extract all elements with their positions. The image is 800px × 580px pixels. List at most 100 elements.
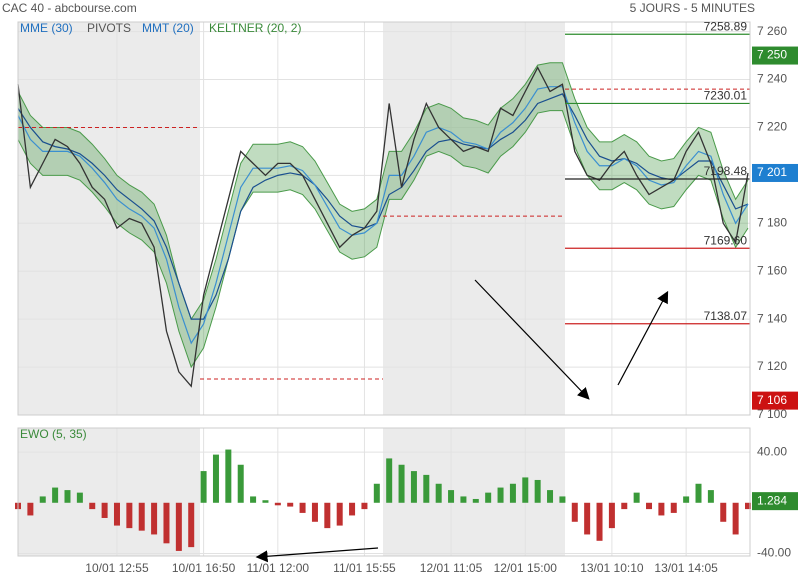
ewo-bar: [27, 502, 34, 516]
y-tick-label: -40.00: [757, 546, 791, 560]
y-tick-label: 7 240: [757, 72, 787, 86]
ewo-bar: [670, 502, 677, 513]
pivot-label: 7198.48: [704, 164, 748, 178]
session-shade: [18, 22, 200, 415]
legend-pivots: PIVOTS: [87, 21, 131, 35]
price-badge-label: 7 106: [757, 393, 787, 407]
ewo-bar: [683, 496, 690, 503]
ewo-bar: [485, 492, 492, 503]
ewo-bar: [608, 502, 615, 529]
y-tick-label: 7 140: [757, 311, 787, 325]
y-tick-label: 7 220: [757, 120, 787, 134]
ewo-bar: [324, 502, 331, 529]
ewo-bar: [101, 502, 108, 518]
y-tick-label: 40.00: [757, 444, 787, 458]
ewo-badge-label: 1.284: [757, 493, 787, 507]
ewo-badge: [752, 492, 798, 511]
ewo-bar: [200, 471, 207, 503]
ewo-bar: [472, 498, 479, 503]
session-shade: [18, 428, 200, 556]
y-tick-label: 7 260: [757, 24, 787, 38]
ewo-bar: [212, 454, 219, 503]
ewo-bar: [695, 483, 702, 503]
ewo-bar: [39, 496, 46, 503]
plot: [15, 22, 751, 556]
ewo-bar: [163, 502, 170, 544]
ewo-bar: [596, 502, 603, 541]
ewo-bar: [250, 496, 257, 503]
background: [18, 22, 565, 556]
ewo-bar: [311, 502, 318, 522]
ewo-panel-frame: [17, 427, 751, 557]
keltner-upper: [17, 62, 749, 321]
ewo-bar: [646, 502, 653, 510]
ewo-bar: [435, 483, 442, 503]
ewo-title: EWO (5, 35): [20, 427, 87, 441]
keltner-band: [18, 62, 748, 368]
ewo-bar: [547, 490, 554, 503]
x-tick-label: 11/01 12:00: [247, 561, 310, 575]
ewo-bar: [745, 502, 751, 510]
ewo-bar: [188, 502, 195, 548]
x-tick-label: 10/01 16:50: [172, 561, 236, 575]
ewo-bar: [509, 483, 516, 503]
legend-keltner: KELTNER (20, 2): [209, 21, 301, 35]
price-panel-frame: [17, 21, 751, 416]
y-tick-label: 7 100: [757, 407, 787, 421]
ewo-bar: [398, 464, 405, 503]
ewo-bar: [621, 502, 628, 510]
x-tick-label: 12/01 11:05: [420, 561, 483, 575]
ewo-bar: [534, 479, 541, 503]
ewo-bar: [274, 502, 281, 506]
price-badge: [752, 163, 798, 182]
annotation-arrow: [474, 279, 590, 400]
ewo-bar: [151, 502, 158, 535]
ewo-bar: [287, 502, 294, 507]
pivot-label: 7258.89: [704, 19, 748, 33]
ewo-bar: [225, 449, 232, 503]
price-badge: [752, 46, 798, 65]
overlay: 10/01 12:55 10/01 16:50 11/01 12:00 11/01 1…: [85, 19, 798, 575]
ewo-bar: [373, 483, 380, 503]
ewo-bar: [113, 502, 120, 526]
legend-mmt: MMT (20): [142, 21, 194, 35]
ewo-bar: [52, 487, 59, 503]
pivot-label: 7169.60: [704, 233, 748, 247]
ewo-bar: [423, 474, 430, 503]
legend-mme: MME (30): [20, 21, 73, 35]
annotation-arrow: [255, 547, 379, 563]
ewo-bar: [460, 496, 467, 503]
x-tick-label: 11/01 15:55: [333, 561, 396, 575]
ewo-bar: [633, 492, 640, 503]
pivot-label: 7138.07: [704, 309, 748, 323]
x-tick-label: 13/01 10:10: [580, 561, 644, 575]
ewo-bar: [386, 458, 393, 503]
pivot-label: 7230.01: [704, 89, 748, 103]
ewo-bar: [76, 492, 83, 503]
ewo-bar: [89, 502, 96, 510]
ewo-bar: [410, 471, 417, 503]
ewo-bar: [732, 502, 739, 535]
ewo-bar: [522, 477, 529, 503]
ewo-bar: [299, 502, 306, 513]
keltner-lower: [17, 110, 749, 369]
ewo-bar: [336, 502, 343, 526]
ewo-bar: [707, 490, 714, 503]
y-tick-label: 7 120: [757, 359, 787, 373]
y-tick-label: 7 180: [757, 215, 787, 229]
ewo-bar: [349, 502, 356, 516]
ewo-bar: [237, 464, 244, 503]
price-badge: [752, 391, 798, 410]
ewo-bar: [126, 502, 133, 529]
price-badge-label: 7 201: [757, 165, 787, 179]
ewo-bar: [571, 502, 578, 522]
session-shade: [383, 22, 565, 415]
ewo-bar: [658, 502, 665, 516]
ewo-bar: [175, 502, 182, 551]
ewo-bar: [64, 490, 71, 503]
ewo-bar: [559, 496, 566, 503]
ewo-bar: [584, 502, 591, 535]
x-tick-label: 12/01 15:00: [494, 561, 558, 575]
ewo-bar: [720, 502, 727, 522]
ewo-bar: [262, 500, 269, 503]
